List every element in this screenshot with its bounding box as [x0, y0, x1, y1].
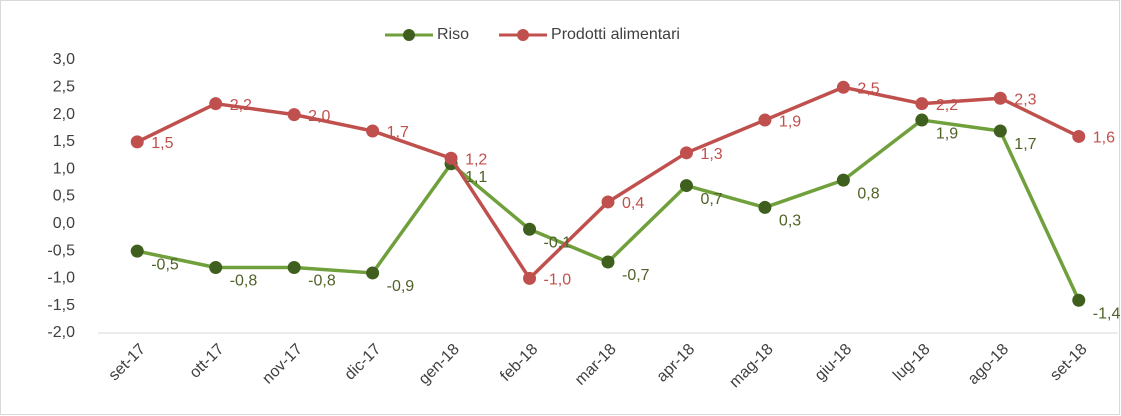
- data-label: 1,5: [151, 135, 173, 152]
- data-label: 1,9: [936, 125, 958, 142]
- data-label: 0,3: [779, 213, 801, 230]
- legend-label: Riso: [437, 26, 469, 43]
- data-point: [523, 222, 537, 236]
- legend-marker: [517, 29, 530, 41]
- data-point: [523, 271, 537, 285]
- data-point: [130, 135, 144, 149]
- data-point: [1072, 129, 1086, 143]
- x-tick-label: gen-18: [416, 341, 463, 388]
- y-tick-label: 1,5: [53, 133, 75, 150]
- x-tick-label: mag-18: [726, 341, 776, 391]
- data-point: [209, 97, 223, 111]
- data-point: [836, 80, 850, 94]
- x-tick-label: nov-17: [259, 341, 306, 388]
- data-label: 1,2: [465, 151, 487, 168]
- data-label: -0,8: [230, 273, 258, 290]
- data-label: 2,2: [230, 97, 252, 114]
- data-label: 1,3: [700, 146, 722, 163]
- data-point: [366, 266, 380, 280]
- y-tick-label: -1,0: [47, 270, 75, 287]
- data-label: 1,6: [1093, 130, 1115, 147]
- data-point: [1072, 293, 1086, 307]
- data-point: [836, 173, 850, 187]
- x-tick-label: mar-18: [572, 341, 620, 389]
- data-label: -0,5: [151, 256, 179, 273]
- legend-label: Prodotti alimentari: [551, 26, 680, 43]
- data-label: -0,9: [387, 278, 415, 295]
- y-tick-label: -0,5: [47, 242, 75, 259]
- data-point: [287, 108, 301, 122]
- series-line: [136, 85, 1080, 281]
- data-label: 2,5: [857, 81, 879, 98]
- x-tick-label: dic-17: [342, 341, 385, 384]
- data-label: 1,7: [1014, 136, 1036, 153]
- data-point: [209, 260, 223, 274]
- x-tick-label: giu-18: [812, 341, 856, 385]
- y-tick-label: 2,5: [53, 79, 75, 96]
- data-label: 2,3: [1014, 91, 1036, 108]
- data-label: -0,8: [308, 273, 336, 290]
- data-label: 1,1: [465, 169, 487, 186]
- legend-marker: [403, 29, 415, 41]
- x-tick-label: set-17: [106, 341, 150, 385]
- data-label: 0,8: [857, 185, 879, 202]
- data-point: [601, 255, 615, 269]
- data-label: -0,7: [622, 267, 650, 284]
- data-label: -0,1: [544, 234, 572, 251]
- y-tick-label: 1,0: [53, 160, 75, 177]
- data-label: 2,0: [308, 108, 330, 125]
- data-point: [679, 146, 693, 160]
- data-point: [758, 113, 772, 127]
- data-point: [915, 97, 929, 111]
- data-point: [993, 91, 1007, 105]
- data-point: [366, 124, 380, 138]
- data-point: [130, 244, 144, 258]
- data-label: 0,4: [622, 195, 644, 212]
- y-tick-label: 3,0: [53, 51, 75, 68]
- data-point: [993, 124, 1007, 138]
- data-label: 2,2: [936, 97, 958, 114]
- data-point: [287, 260, 301, 274]
- y-tick-label: 2,0: [53, 106, 75, 123]
- x-tick-label: apr-18: [654, 341, 699, 386]
- data-label: 1,9: [779, 113, 801, 130]
- x-tick-label: feb-18: [497, 341, 541, 385]
- y-tick-label: 0,0: [53, 215, 75, 232]
- y-tick-label: 0,5: [53, 188, 75, 205]
- x-tick-label: set-18: [1047, 341, 1091, 385]
- series-line: [136, 118, 1081, 301]
- data-label: 0,7: [700, 191, 722, 208]
- data-point: [679, 179, 693, 193]
- data-point: [915, 113, 929, 127]
- x-tick-label: ago-18: [965, 341, 1012, 388]
- data-point: [601, 195, 615, 209]
- data-label: 1,7: [387, 124, 409, 141]
- data-point: [444, 151, 458, 165]
- data-label: -1,0: [544, 272, 572, 289]
- x-tick-label: ott-17: [187, 341, 228, 382]
- data-point: [758, 200, 772, 214]
- data-label: -1,4: [1093, 305, 1121, 322]
- y-tick-label: -2,0: [47, 324, 75, 341]
- y-tick-label: -1,5: [47, 297, 75, 314]
- x-tick-label: lug-18: [890, 341, 934, 385]
